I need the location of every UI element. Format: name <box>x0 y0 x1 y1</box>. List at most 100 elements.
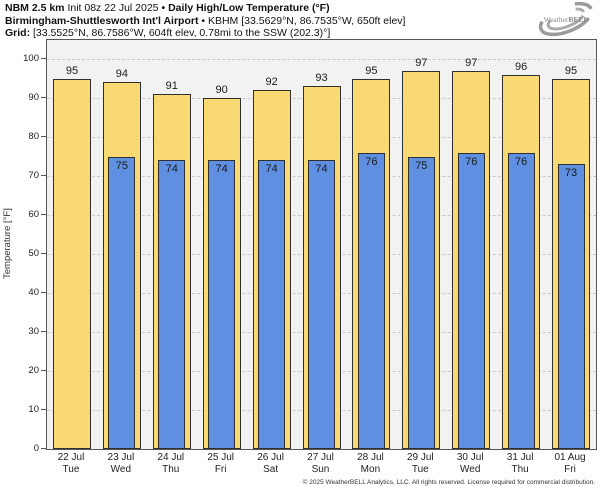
low-value-label: 74 <box>215 163 228 176</box>
y-tick-mark <box>41 253 46 254</box>
y-tick-label: 90 <box>28 91 39 103</box>
x-tick-date: 30 Jul <box>456 452 484 463</box>
separator-dot: • <box>161 2 166 14</box>
high-value-label: 93 <box>315 72 328 85</box>
low-bar <box>158 160 186 449</box>
high-value-label: 94 <box>115 68 128 81</box>
low-value-label: 74 <box>165 163 178 176</box>
y-tick-label: 100 <box>23 52 39 64</box>
station-name: Birmingham-Shuttlesworth Int'l Airport <box>5 14 199 27</box>
y-tick-mark <box>41 214 46 215</box>
separator-dot: • <box>201 14 206 27</box>
x-tick-label: 28 Jul Mon <box>345 452 395 475</box>
y-tick-label: 60 <box>28 208 39 220</box>
logo-brand-bold-text: BELL <box>568 15 588 24</box>
x-tick-label: 26 Jul Sat <box>246 452 296 475</box>
x-tick-day: Sun <box>311 463 330 475</box>
low-value-label: 76 <box>365 155 378 168</box>
low-value-label: 75 <box>115 159 128 172</box>
y-tick-label: 50 <box>28 247 39 259</box>
x-tick-day: Fri <box>214 463 227 475</box>
logo-brand-text: Weather <box>544 15 569 24</box>
y-tick-label: 70 <box>28 169 39 181</box>
low-value-label: 74 <box>265 163 278 176</box>
y-tick-mark <box>41 370 46 371</box>
high-value-label: 91 <box>165 80 178 93</box>
high-value-label: 95 <box>65 64 79 77</box>
low-bar <box>407 156 435 449</box>
high-value-label: 97 <box>415 56 428 69</box>
x-tick-date: 25 Jul <box>207 452 235 463</box>
y-tick-mark <box>41 97 46 98</box>
grid-label: Grid: <box>5 27 31 40</box>
y-tick-label: 40 <box>28 286 39 298</box>
x-tick-day: Tue <box>62 463 80 475</box>
low-bar <box>108 156 136 449</box>
header-line-2: Birmingham-Shuttlesworth Int'l Airport •… <box>5 15 525 28</box>
x-tick-label: 25 Jul Fri <box>196 452 246 475</box>
x-tick-date: 23 Jul <box>107 452 135 463</box>
x-tick-date: 24 Jul <box>157 452 185 463</box>
x-tick-day: Thu <box>511 463 529 475</box>
product-title: Daily High/Low Temperature (°F) <box>168 2 330 14</box>
model-name: NBM 2.5 km <box>5 2 65 14</box>
x-tick-date: 01 Aug <box>554 452 586 463</box>
y-tick-label: 20 <box>28 364 39 376</box>
low-value-label: 73 <box>564 167 578 180</box>
weatherbell-logo: WeatherBELL <box>538 1 594 37</box>
low-bar <box>507 152 535 449</box>
x-tick-date: 22 Jul <box>57 452 85 463</box>
x-tick-day: Wed <box>110 463 132 475</box>
svg-text:WeatherBELL: WeatherBELL <box>544 15 589 24</box>
x-tick-day: Sat <box>263 463 279 475</box>
y-tick-mark <box>41 448 46 449</box>
x-tick-date: 26 Jul <box>257 452 284 463</box>
copyright-notice: © 2025 WeatherBELL Analytics, LLC. All r… <box>302 479 595 486</box>
low-bar <box>308 160 335 449</box>
low-bar <box>258 160 286 449</box>
station-details: KBHM [33.5629°N, 86.7535°W, 650ft elev] <box>207 14 406 27</box>
y-tick-mark <box>41 58 46 59</box>
low-bar <box>457 152 485 449</box>
high-value-label: 90 <box>215 84 228 96</box>
header-line-3: Grid: [33.5525°N, 86.7586°W, 604ft elev,… <box>5 27 525 40</box>
x-tick-label: 30 Jul Wed <box>445 452 495 475</box>
y-tick-mark <box>41 409 46 410</box>
x-tick-day: Tue <box>411 463 429 475</box>
header-line-1: NBM 2.5 km Init 08z 22 Jul 2025 • Daily … <box>5 2 525 15</box>
x-tick-label: 27 Jul Sun <box>296 452 346 475</box>
y-axis-title: Temperature [°F] <box>2 208 13 280</box>
grid-details: [33.5525°N, 86.7586°W, 604ft elev, 0.78m… <box>33 27 331 40</box>
x-tick-date: 31 Jul <box>506 452 534 463</box>
low-value-label: 76 <box>465 155 478 168</box>
high-value-label: 96 <box>515 60 528 73</box>
y-tick-mark <box>41 331 46 332</box>
low-bar <box>357 152 385 449</box>
y-tick-mark <box>41 292 46 293</box>
x-tick-label: 23 Jul Wed <box>96 452 146 475</box>
y-tick-mark <box>41 136 46 137</box>
chart-header: NBM 2.5 km Init 08z 22 Jul 2025 • Daily … <box>5 2 525 40</box>
y-tick-label: 30 <box>28 325 39 337</box>
x-tick-date: 28 Jul <box>357 452 384 463</box>
y-tick-mark <box>41 175 46 176</box>
high-value-label: 95 <box>564 64 578 77</box>
low-value-label: 76 <box>515 155 528 168</box>
low-bar <box>557 164 585 449</box>
high-value-label: 97 <box>465 56 478 69</box>
y-tick-label: 80 <box>28 130 39 142</box>
high-value-label: 92 <box>265 76 278 89</box>
plot-area: 95 94 75 91 74 90 74 92 74 93 74 95 76 97 75 97 76 96 76 95… <box>46 39 597 450</box>
high-value-label: 95 <box>365 64 378 77</box>
gridline <box>47 58 596 60</box>
x-axis: 22 Jul Tue 23 Jul Wed 24 Jul Thu 25 Jul Fri 26 J… <box>46 452 595 478</box>
high-bar <box>52 78 91 449</box>
low-bar <box>208 160 236 449</box>
x-tick-label: 29 Jul Tue <box>395 452 445 475</box>
x-tick-date: 29 Jul <box>406 452 434 463</box>
init-time: Init 08z 22 Jul 2025 <box>67 2 159 14</box>
x-tick-day: Mon <box>360 463 381 475</box>
x-tick-label: 31 Jul Thu <box>495 452 545 475</box>
x-tick-day: Thu <box>162 463 180 475</box>
